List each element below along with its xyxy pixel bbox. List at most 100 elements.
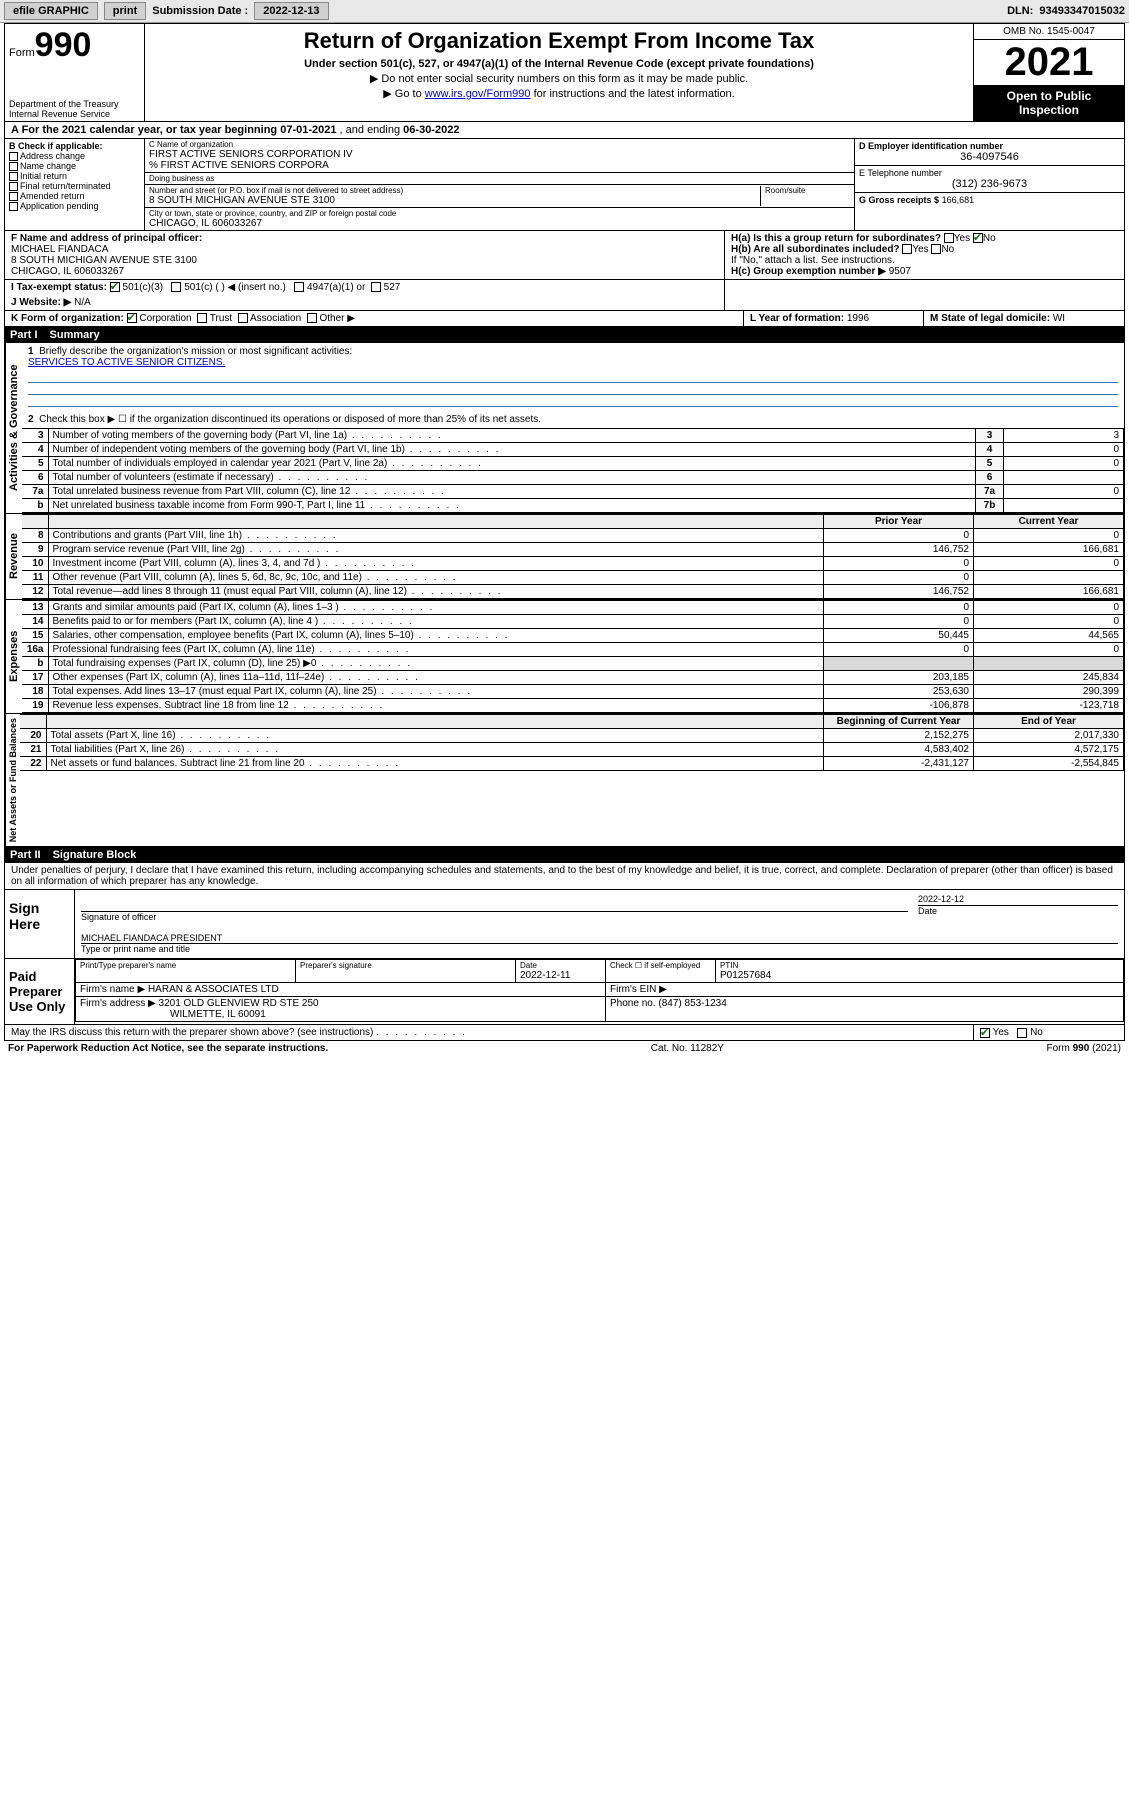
line-box: 6 <box>976 471 1004 485</box>
mission-text[interactable]: SERVICES TO ACTIVE SENIOR CITIZENS. <box>28 357 225 368</box>
line-value <box>1004 499 1124 513</box>
table-row: 4 Number of independent voting members o… <box>22 443 1124 457</box>
line-desc: Professional fundraising fees (Part IX, … <box>48 643 824 657</box>
ha-yes-checkbox[interactable] <box>944 233 954 243</box>
line-number: 14 <box>22 615 48 629</box>
checkbox-amended-return[interactable] <box>9 192 18 201</box>
irs-label: Internal Revenue Service <box>9 109 140 119</box>
line-desc: Total number of individuals employed in … <box>48 457 976 471</box>
revenue-table: Prior Year Current Year 8 Contributions … <box>22 514 1124 599</box>
table-row: 7a Total unrelated business revenue from… <box>22 485 1124 499</box>
prior-value <box>824 657 974 671</box>
lbl-app-pending: Application pending <box>20 201 99 211</box>
table-row: b Total fundraising expenses (Part IX, c… <box>22 657 1124 671</box>
discuss-yes-checkbox[interactable] <box>980 1028 990 1038</box>
linea-begin: 07-01-2021 <box>280 124 336 136</box>
irs-link[interactable]: www.irs.gov/Form990 <box>425 88 531 100</box>
checkbox-name-change[interactable] <box>9 162 18 171</box>
line-desc: Total assets (Part X, line 16) <box>46 729 824 743</box>
line-desc: Benefits paid to or for members (Part IX… <box>48 615 824 629</box>
ha-no: No <box>983 233 996 244</box>
part1-label: Part I <box>10 329 38 341</box>
box-f-h: F Name and address of principal officer:… <box>4 231 1125 280</box>
current-value: 2,017,330 <box>974 729 1124 743</box>
section-net-assets: Net Assets or Fund Balances Beginning of… <box>4 714 1125 847</box>
ha-no-checkbox[interactable] <box>973 233 983 243</box>
form-note-link: ▶ Go to www.irs.gov/Form990 for instruct… <box>153 87 965 100</box>
ck-assoc[interactable] <box>238 313 248 323</box>
opt-other: Other ▶ <box>319 313 354 324</box>
ck-527[interactable] <box>371 282 381 292</box>
line-number: 8 <box>22 529 48 543</box>
signature-line[interactable] <box>81 894 908 912</box>
ha-yes: Yes <box>954 233 970 244</box>
current-value: 44,565 <box>974 629 1124 643</box>
table-row: 12 Total revenue—add lines 8 through 11 … <box>22 585 1124 599</box>
discuss-no-checkbox[interactable] <box>1017 1028 1027 1038</box>
gross-label: G Gross receipts $ <box>859 195 939 205</box>
checkbox-app-pending[interactable] <box>9 202 18 211</box>
room-label: Room/suite <box>765 186 850 195</box>
line-number: 10 <box>22 557 48 571</box>
line-number: b <box>22 657 48 671</box>
part2-bar: Part II Signature Block <box>4 847 1125 863</box>
line-value <box>1004 471 1124 485</box>
vlabel-expenses: Expenses <box>5 600 22 713</box>
lbl-name-change: Name change <box>20 161 76 171</box>
part2-label: Part II <box>10 849 41 861</box>
h-print-label: Print/Type preparer's name <box>80 961 291 970</box>
opt-assoc: Association <box>250 313 301 324</box>
ck-501c3[interactable] <box>110 282 120 292</box>
efile-label: efile GRAPHIC <box>4 2 98 20</box>
hc-value: 9507 <box>889 266 911 277</box>
sig-officer-label: Signature of officer <box>81 912 908 922</box>
footer-mid: Cat. No. 11282Y <box>651 1043 724 1054</box>
mission-line <box>28 395 1118 407</box>
hb-yes: Yes <box>912 244 928 255</box>
omb-number: OMB No. 1545-0047 <box>974 24 1124 40</box>
checkbox-address-change[interactable] <box>9 152 18 161</box>
line-box: 5 <box>976 457 1004 471</box>
ck-4947[interactable] <box>294 282 304 292</box>
ck-corp[interactable] <box>127 313 137 323</box>
current-value: 0 <box>974 557 1124 571</box>
efile-toolbar: efile GRAPHIC print Submission Date : 20… <box>0 0 1129 23</box>
box-b: B Check if applicable: Address change Na… <box>5 139 145 230</box>
checkbox-initial-return[interactable] <box>9 172 18 181</box>
hb-no: No <box>941 244 954 255</box>
hb-yes-checkbox[interactable] <box>902 244 912 254</box>
h-ptin-label: PTIN <box>720 961 1119 970</box>
ck-other[interactable] <box>307 313 317 323</box>
form-title: Return of Organization Exempt From Incom… <box>153 28 965 54</box>
officer-name: MICHAEL FIANDACA <box>11 244 108 255</box>
box-b-label: B Check if applicable: <box>9 141 103 151</box>
opt-501c: 501(c) ( ) ◀ (insert no.) <box>184 282 286 293</box>
line-desc: Contributions and grants (Part VIII, lin… <box>48 529 824 543</box>
checkbox-final-return[interactable] <box>9 182 18 191</box>
sign-here-section: Sign Here Signature of officer 2022-12-1… <box>4 890 1125 959</box>
print-button[interactable]: print <box>104 2 146 20</box>
discuss-line: May the IRS discuss this return with the… <box>4 1025 1125 1041</box>
hb-no-checkbox[interactable] <box>931 244 941 254</box>
table-row: 14 Benefits paid to or for members (Part… <box>22 615 1124 629</box>
line-desc: Other expenses (Part IX, column (A), lin… <box>48 671 824 685</box>
line-number: b <box>22 499 48 513</box>
lbl-initial-return: Initial return <box>20 171 67 181</box>
line-number: 7a <box>22 485 48 499</box>
prior-value: 146,752 <box>824 543 974 557</box>
linea-mid: , and ending <box>340 124 404 136</box>
prior-value: 146,752 <box>824 585 974 599</box>
line-desc: Total unrelated business revenue from Pa… <box>48 485 976 499</box>
type-name-label: Type or print name and title <box>81 944 1118 954</box>
col-begin: Beginning of Current Year <box>824 715 974 729</box>
h-date-value: 2022-12-11 <box>520 970 601 981</box>
line-number: 17 <box>22 671 48 685</box>
header-info-block: B Check if applicable: Address change Na… <box>4 139 1125 231</box>
line-number: 5 <box>22 457 48 471</box>
line-box: 7b <box>976 499 1004 513</box>
ck-501c[interactable] <box>171 282 181 292</box>
line-number: 18 <box>22 685 48 699</box>
open-inspection: Open to Public Inspection <box>974 85 1124 121</box>
ck-trust[interactable] <box>197 313 207 323</box>
expenses-table: 13 Grants and similar amounts paid (Part… <box>22 600 1124 713</box>
